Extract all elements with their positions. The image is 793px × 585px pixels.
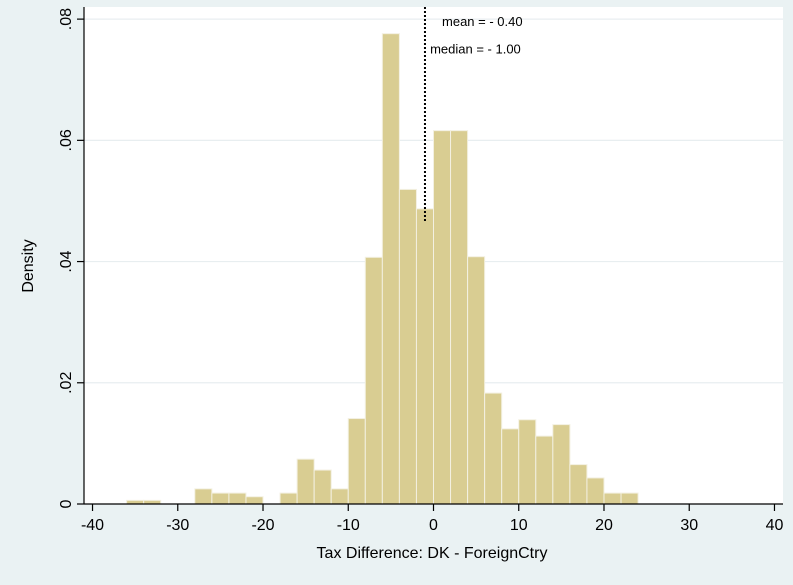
histogram-bar-11 [364, 256, 383, 505]
x-tick-label-6: 20 [595, 517, 613, 534]
histogram-bar-3 [211, 492, 230, 505]
histogram-bar-20 [518, 419, 537, 505]
histogram-bar-12 [381, 33, 400, 505]
histogram-bar-18 [484, 392, 503, 505]
histogram-bar-16 [450, 130, 469, 505]
annotation-mean: mean = - 0.40 [442, 14, 523, 29]
x-tick-label-5: 10 [510, 517, 528, 534]
histogram-bar-24 [586, 477, 605, 505]
histogram-bar-26 [620, 492, 639, 505]
x-tick-label-3: -10 [337, 517, 360, 534]
histogram-bar-6 [279, 492, 298, 505]
histogram-bar-4 [228, 492, 247, 505]
histogram-bar-5 [245, 496, 264, 505]
histogram-bar-14 [415, 208, 435, 505]
histogram-bar-21 [535, 435, 554, 505]
histogram-bar-10 [347, 418, 366, 505]
y-tick-label-4: .08 [58, 8, 75, 30]
y-axis-title: Density [20, 239, 37, 292]
axis-labels: Tax Difference: DK - ForeignCtry Density [20, 239, 547, 562]
annotations: mean = - 0.40 median = - 1.00 [430, 14, 523, 56]
histogram-bar-19 [501, 428, 520, 505]
histogram-bar-7 [296, 458, 315, 505]
y-tick-label-0: 0 [58, 499, 75, 508]
annotation-median: median = - 1.00 [430, 41, 521, 56]
histogram-bar-8 [313, 469, 332, 505]
x-axis-title: Tax Difference: DK - ForeignCtry [317, 545, 548, 562]
x-tick-label-4: 0 [429, 517, 438, 534]
histogram-bar-15 [433, 130, 452, 505]
x-tick-label-0: -40 [81, 517, 104, 534]
histogram-bar-23 [569, 464, 588, 505]
x-tick-label-2: -20 [251, 517, 274, 534]
y-tick-label-2: .04 [58, 250, 75, 272]
y-tick-label-3: .06 [58, 129, 75, 151]
x-tick-label-8: 40 [766, 517, 784, 534]
axes: -40 -30 -20 -10 0 10 20 30 40 0 .02 .04 .06 .08 [58, 7, 783, 534]
histogram-bar-9 [330, 488, 349, 505]
x-tick-label-1: -30 [166, 517, 189, 534]
histogram-bar-25 [603, 492, 622, 505]
x-tick-label-7: 30 [680, 517, 698, 534]
histogram-bar-13 [398, 188, 417, 505]
histogram-bar-22 [552, 424, 571, 505]
histogram-bar-17 [467, 256, 486, 505]
y-tick-label-1: .02 [58, 372, 75, 394]
histogram-bar-2 [194, 488, 213, 505]
